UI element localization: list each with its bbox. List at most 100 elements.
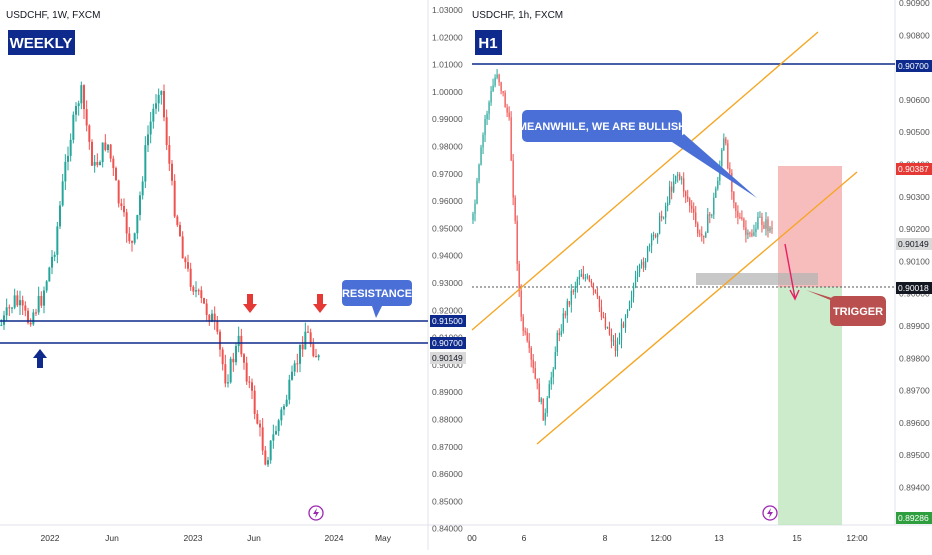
- candle-body: [757, 216, 759, 229]
- candle-body: [205, 303, 208, 315]
- candle-body: [558, 332, 560, 336]
- candle-body: [482, 134, 484, 148]
- price-tag-bg: [896, 163, 932, 175]
- price-tick-label: 0.97000: [432, 169, 463, 179]
- candle-body: [648, 245, 651, 247]
- candle-body: [200, 290, 203, 299]
- candle-body: [45, 281, 48, 291]
- candle-body: [606, 327, 609, 329]
- candle-body: [570, 290, 572, 305]
- candle-body: [19, 300, 21, 306]
- candle-body: [165, 117, 168, 146]
- candle-body: [548, 384, 550, 399]
- candle-body: [508, 112, 510, 118]
- candle-body: [703, 235, 705, 238]
- candle-body: [699, 233, 701, 235]
- candle-body: [540, 398, 542, 403]
- candle-body: [640, 261, 643, 266]
- price-tag: 0.90700: [432, 338, 463, 348]
- candle-body: [715, 188, 717, 198]
- candle-body: [679, 174, 681, 180]
- price-tick-label: 0.89400: [899, 483, 930, 493]
- candle-body: [512, 160, 514, 198]
- price-tick-label: 0.92000: [432, 305, 463, 315]
- price-tick-label: 0.98000: [432, 142, 463, 152]
- candle-body: [16, 295, 19, 306]
- resistance-callout-bg: [342, 280, 412, 306]
- candle-body: [578, 276, 581, 280]
- candle-body: [83, 85, 85, 110]
- price-tick-label: 0.86000: [432, 469, 463, 479]
- bullish-callout: MEANWHILE, WE ARE BULLISH: [518, 121, 686, 133]
- candle-body: [181, 236, 184, 259]
- candle-body: [152, 108, 155, 122]
- candle-body: [536, 378, 538, 384]
- candle-body: [221, 349, 224, 365]
- candle-body: [203, 298, 205, 304]
- candle-body: [197, 290, 200, 292]
- weekly-price-tags: 0.91500 0.90700 0.90149: [430, 315, 466, 364]
- candle-body: [248, 381, 251, 383]
- candle-body: [484, 119, 486, 135]
- candle-body: [256, 413, 259, 424]
- candle-body: [693, 208, 695, 213]
- candle-body: [293, 363, 296, 372]
- time-tick-label: 15: [792, 533, 802, 543]
- candle-body: [544, 412, 546, 421]
- candle-body: [538, 383, 540, 403]
- candle-body: [618, 340, 621, 345]
- time-tick-label: 6: [522, 533, 527, 543]
- candle-body: [101, 142, 104, 163]
- candle-body: [123, 205, 125, 213]
- candle-body: [53, 254, 56, 257]
- price-tick-label: 0.99000: [432, 114, 463, 124]
- arrow-up-icon: [33, 349, 47, 368]
- candle-body: [675, 175, 677, 182]
- candle-body: [13, 295, 16, 308]
- price-tick-label: 0.89500: [899, 450, 930, 460]
- price-tick-label: 1.02000: [432, 32, 463, 42]
- bullish-callout-bg: [522, 110, 682, 142]
- time-tick-label: 13: [714, 533, 724, 543]
- price-tag: 0.90018: [898, 283, 929, 293]
- candle-body: [474, 203, 476, 214]
- candle-body: [133, 233, 136, 243]
- time-tick-label: 00: [467, 533, 477, 543]
- candle-body: [259, 423, 261, 428]
- candle-body: [711, 214, 713, 216]
- candle-body: [229, 358, 232, 383]
- candle-body: [506, 107, 508, 113]
- candle-body: [21, 300, 24, 306]
- candle-body: [216, 321, 219, 332]
- candle-body: [628, 301, 631, 310]
- price-tick-label: 0.89900: [899, 321, 930, 331]
- candle-body: [588, 276, 591, 282]
- candle-body: [117, 180, 120, 204]
- candle-body: [283, 406, 285, 410]
- candle-body: [636, 272, 639, 277]
- candle-body: [317, 355, 320, 358]
- candle-body: [582, 273, 585, 279]
- candle-body: [534, 368, 536, 379]
- candle-body: [735, 202, 737, 212]
- weekly-time-axis: 2022 Jun 2023 Jun 2024 May: [41, 533, 392, 543]
- candle-body: [227, 382, 229, 384]
- candle-body: [8, 307, 11, 309]
- candle-body: [288, 379, 291, 400]
- candle-body: [526, 332, 528, 341]
- candle-body: [554, 351, 556, 370]
- candle-body: [727, 143, 729, 169]
- candle-body: [213, 313, 216, 322]
- candle-body: [472, 213, 474, 220]
- candle-body: [296, 363, 299, 365]
- candle-body: [64, 161, 67, 182]
- weekly-panel: USDCHF, 1W, FXCM WEEKLY RESISTANCE 1.030…: [0, 5, 466, 543]
- hourly-panel: USDCHF, 1h, FXCM H1 MEANWHILE, WE ARE BU…: [467, 0, 932, 543]
- price-tick-label: 1.01000: [432, 60, 463, 70]
- arrow-down-icon: [784, 243, 800, 301]
- candle-body: [763, 224, 765, 229]
- candle-body: [518, 263, 520, 291]
- candle-body: [751, 233, 753, 236]
- price-tick-label: 0.88000: [432, 415, 463, 425]
